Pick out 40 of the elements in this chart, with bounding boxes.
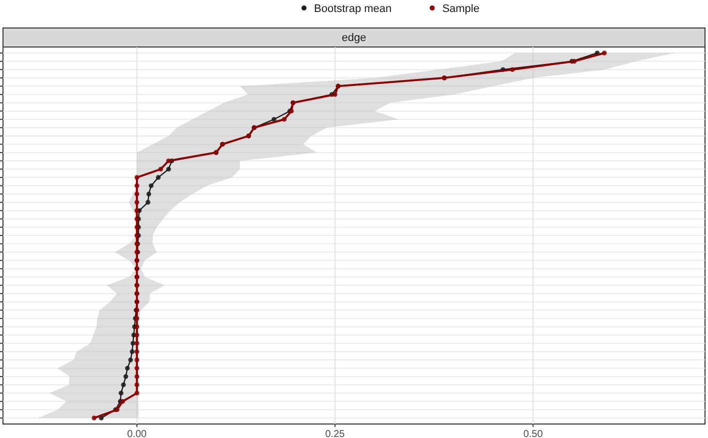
point <box>134 382 140 388</box>
point <box>158 166 164 172</box>
point <box>134 366 140 371</box>
point <box>166 166 171 172</box>
point <box>134 324 140 330</box>
point <box>332 92 338 97</box>
point <box>156 175 161 180</box>
point <box>572 58 577 64</box>
point <box>282 116 287 122</box>
point <box>148 183 154 188</box>
point <box>134 358 140 362</box>
point <box>146 192 152 196</box>
point <box>134 175 140 180</box>
x-tick-label: 0.00 <box>127 429 148 438</box>
point <box>123 374 128 379</box>
point <box>134 340 140 346</box>
point <box>118 390 124 396</box>
point <box>128 358 133 362</box>
point <box>130 349 135 354</box>
legend-label: Bootstrap mean <box>314 3 392 15</box>
point <box>92 416 97 420</box>
point <box>134 374 140 379</box>
x-tick-label: 0.25 <box>325 429 346 438</box>
point <box>602 50 607 56</box>
chart-title: edge <box>342 32 366 44</box>
point <box>134 192 140 196</box>
point <box>134 349 140 354</box>
point <box>134 200 140 205</box>
point <box>510 67 515 72</box>
point <box>166 158 171 164</box>
point <box>125 366 130 371</box>
point <box>134 208 140 214</box>
point <box>134 390 140 396</box>
point <box>134 183 140 188</box>
point <box>146 200 150 205</box>
point <box>134 332 140 338</box>
legend-label: Sample <box>442 3 480 15</box>
point <box>121 382 126 388</box>
x-tick-label: 0.50 <box>523 429 544 438</box>
point <box>120 399 126 404</box>
